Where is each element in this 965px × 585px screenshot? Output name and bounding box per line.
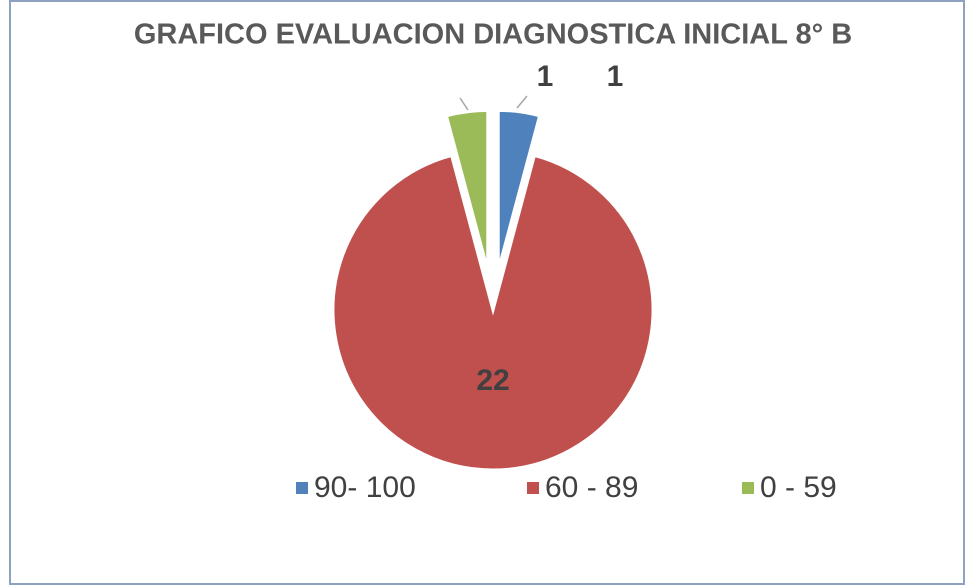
legend-swatch <box>296 482 308 494</box>
legend-label: 0 - 59 <box>760 471 837 504</box>
legend-swatch <box>527 482 539 494</box>
legend-label: 90- 100 <box>314 471 416 504</box>
data-label: 1 <box>607 60 624 93</box>
leader-line <box>516 95 528 109</box>
data-label: 22 <box>476 364 509 397</box>
data-label: 1 <box>537 60 554 93</box>
legend-label: 60 - 89 <box>545 471 638 504</box>
pie-slice <box>444 108 490 271</box>
legend-swatch <box>742 482 754 494</box>
pie-slice <box>331 153 655 472</box>
pie-slice <box>496 108 542 271</box>
chart-title: GRAFICO EVALUACION DIAGNOSTICA INICIAL 8… <box>134 19 852 51</box>
leader-line <box>459 97 469 111</box>
